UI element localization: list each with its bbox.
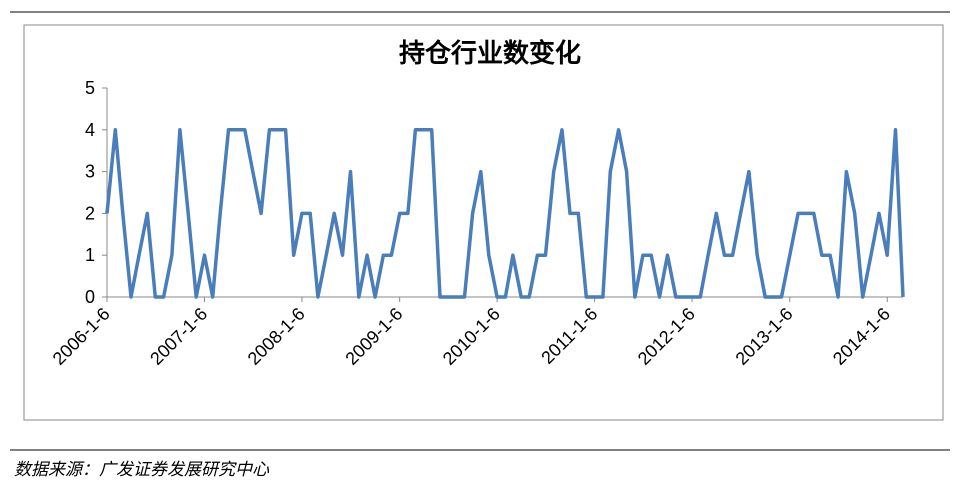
x-tick-label: 2007-1-6 [146,304,211,369]
x-tick-label: 2013-1-6 [732,304,797,369]
x-tick-label: 2010-1-6 [439,304,504,369]
x-tick-label: 2011-1-6 [537,304,601,368]
y-tick-label: 5 [85,78,95,98]
chart-border [23,24,944,421]
x-tick-label: 2008-1-6 [244,304,309,369]
chart-title: 持仓行业数变化 [399,38,581,69]
x-tick-label: 2009-1-6 [341,304,406,369]
data-line [105,128,905,299]
y-tick-label: 2 [85,203,95,223]
y-tick-label: 3 [85,162,95,182]
y-tick-label: 4 [85,120,95,140]
y-tick-label: 1 [85,245,95,265]
y-tick-label: 0 [85,287,95,307]
x-tick-label: 2012-1-6 [634,304,699,369]
x-tick-label: 2006-1-6 [49,304,114,369]
source-note: 数据来源：广发证券发展研究中心 [14,460,270,480]
x-tick-label: 2014-1-6 [829,304,894,369]
